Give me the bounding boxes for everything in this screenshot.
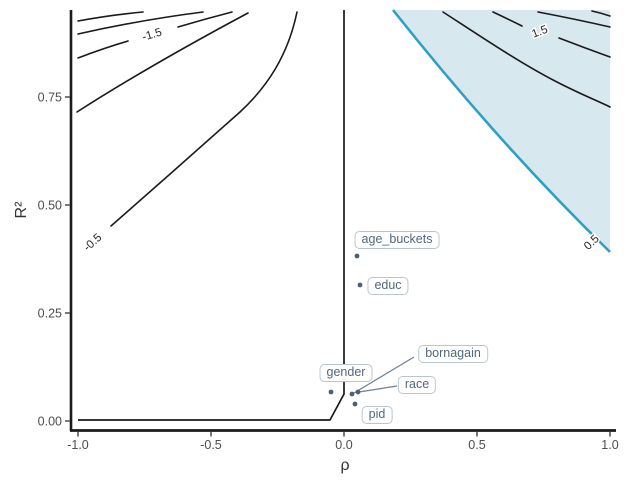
x-tick-1-0: 1.0 <box>601 438 618 452</box>
contour-neg-0-5 <box>110 11 298 227</box>
positive-contour-lines <box>442 10 611 108</box>
contour-pos-1-5-right <box>558 37 611 58</box>
y-tick-0-50: 0.50 <box>38 199 62 213</box>
contour-neg-2-0 <box>77 11 204 35</box>
shaded-region <box>393 10 610 252</box>
y-axis-title: R² <box>13 201 30 219</box>
point-label-pid: pid <box>361 406 393 424</box>
contour-pos-2-0 <box>537 11 611 28</box>
contour-zero <box>78 10 345 421</box>
negative-contour-lines <box>76 11 298 227</box>
point-label-educ: educ <box>367 277 409 295</box>
contour-label-neg-0-5: -0.5 <box>82 232 105 254</box>
point-bornagain <box>349 391 355 397</box>
x-tick-0-5: 0.5 <box>468 438 485 452</box>
x-tick-neg-0-5: -0.5 <box>200 438 222 452</box>
data-points <box>328 253 363 407</box>
point-label-bornagain: bornagain <box>418 345 488 363</box>
point-label-race: race <box>397 376 437 394</box>
contour-neg-1-5-right <box>177 11 233 28</box>
contour-pos-0-5-highlighted <box>391 9 611 253</box>
x-axis-title: ρ <box>340 457 349 474</box>
x-tick-neg-1-0: -1.0 <box>67 438 89 452</box>
contour-label-neg-1-5: -1.5 <box>141 26 163 43</box>
point-educ <box>357 282 363 288</box>
y-tick-0-75: 0.75 <box>38 91 62 105</box>
contour-pos-1-5-left <box>492 11 523 27</box>
x-tick-0-0: 0.0 <box>335 438 352 452</box>
point-race <box>355 389 361 395</box>
point-label-gender: gender <box>319 364 373 382</box>
contour-neg-1-0 <box>76 12 249 113</box>
point-age-buckets <box>354 253 360 259</box>
point-label-age-buckets: age_buckets <box>354 231 440 249</box>
contour-neg-1-5-left <box>77 40 129 59</box>
tick-marks <box>65 96 611 437</box>
contour-pos-2-5 <box>591 10 611 17</box>
point-pid <box>352 401 358 407</box>
point-gender <box>328 389 334 395</box>
y-tick-0-25: 0.25 <box>38 307 62 321</box>
y-tick-0-00: 0.00 <box>38 415 62 429</box>
leader-lines <box>353 356 415 394</box>
leader-race <box>358 385 398 393</box>
leader-bornagain <box>353 356 415 394</box>
contour-pos-1-0 <box>442 11 611 108</box>
contour-neg-2-5 <box>77 11 144 22</box>
